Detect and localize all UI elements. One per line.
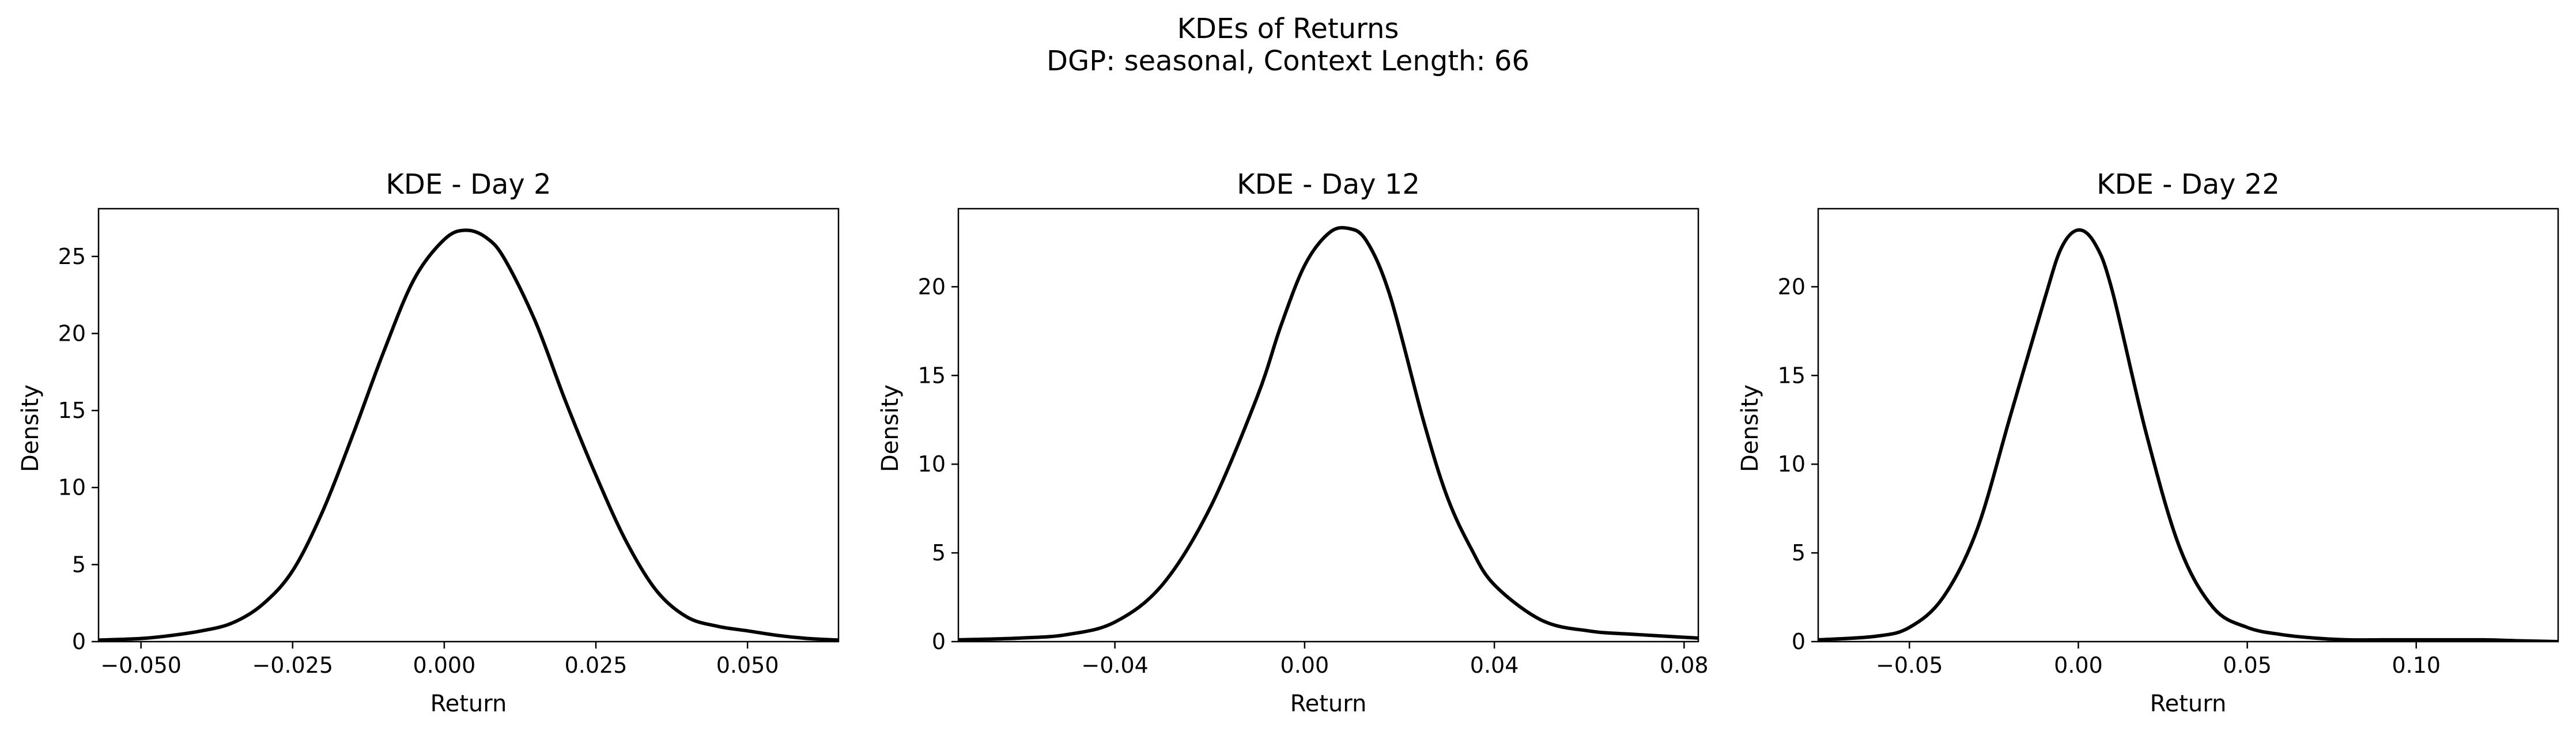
subplot-title: KDE - Day 22: [2097, 168, 2280, 201]
kde-line: [958, 225, 1698, 642]
x-axis-label: Return: [430, 691, 507, 717]
axes-frame: [957, 208, 1699, 643]
x-tick-label: 0.000: [413, 653, 476, 678]
kde-line: [99, 228, 838, 642]
x-tick-label: 0.00: [1281, 653, 1329, 678]
y-tick-label: 15: [1778, 363, 1806, 388]
subplot-title: KDE - Day 12: [1237, 168, 1420, 201]
x-tick-label: 0.025: [565, 653, 628, 678]
subplot-day-12: KDE - Day 12 Return Density −0.04 0.00 0.0…: [877, 168, 1709, 717]
x-tick-label: −0.04: [1081, 653, 1148, 678]
y-tick-label: 0: [932, 629, 946, 654]
x-tick-label: 0.08: [1660, 653, 1709, 678]
x-tick-label: −0.05: [1876, 653, 1943, 678]
y-tick-label: 0: [72, 629, 86, 654]
y-axis-label: Density: [1737, 385, 1763, 472]
y-tick-label: 20: [918, 274, 946, 299]
axes-frame: [1817, 208, 2559, 643]
subplot-day-2: KDE - Day 2 Return Density −0.050 −0.025 0…: [17, 168, 840, 717]
x-tick-label: 0.04: [1470, 653, 1519, 678]
y-tick-label: 10: [58, 475, 86, 500]
y-axis-label: Density: [17, 385, 44, 472]
x-axis-label: Return: [1290, 691, 1367, 717]
y-tick-label: 10: [918, 451, 946, 477]
y-tick-label: 5: [72, 552, 86, 577]
y-tick-label: 20: [1778, 274, 1806, 299]
x-tick-label: −0.025: [252, 653, 333, 678]
y-tick-label: 5: [1792, 540, 1806, 566]
y-tick-label: 15: [58, 398, 86, 423]
axes-frame: [97, 208, 840, 643]
x-axis-label: Return: [2150, 691, 2227, 717]
y-axis-label: Density: [877, 385, 904, 472]
subplot-title: KDE - Day 2: [386, 168, 551, 201]
x-tick-label: 0.05: [2223, 653, 2272, 678]
subplot-day-22: KDE - Day 22 Return Density −0.05 0.00 0.0…: [1737, 168, 2559, 717]
y-tick-label: 10: [1778, 451, 1806, 477]
y-tick-label: 20: [58, 321, 86, 346]
y-tick-label: 15: [918, 363, 946, 388]
kde-line: [1818, 228, 2558, 642]
x-tick-label: 0.050: [716, 653, 779, 678]
y-tick-label: 25: [58, 244, 86, 269]
x-tick-label: −0.050: [100, 653, 182, 678]
figure-title-line-2: DGP: seasonal, Context Length: 66: [1047, 45, 1529, 77]
y-tick-label: 0: [1792, 629, 1806, 654]
x-tick-label: 0.00: [2054, 653, 2103, 678]
x-tick-label: 0.10: [2392, 653, 2441, 678]
y-tick-label: 5: [932, 540, 946, 566]
figure-title-line-1: KDEs of Returns: [1177, 13, 1399, 45]
